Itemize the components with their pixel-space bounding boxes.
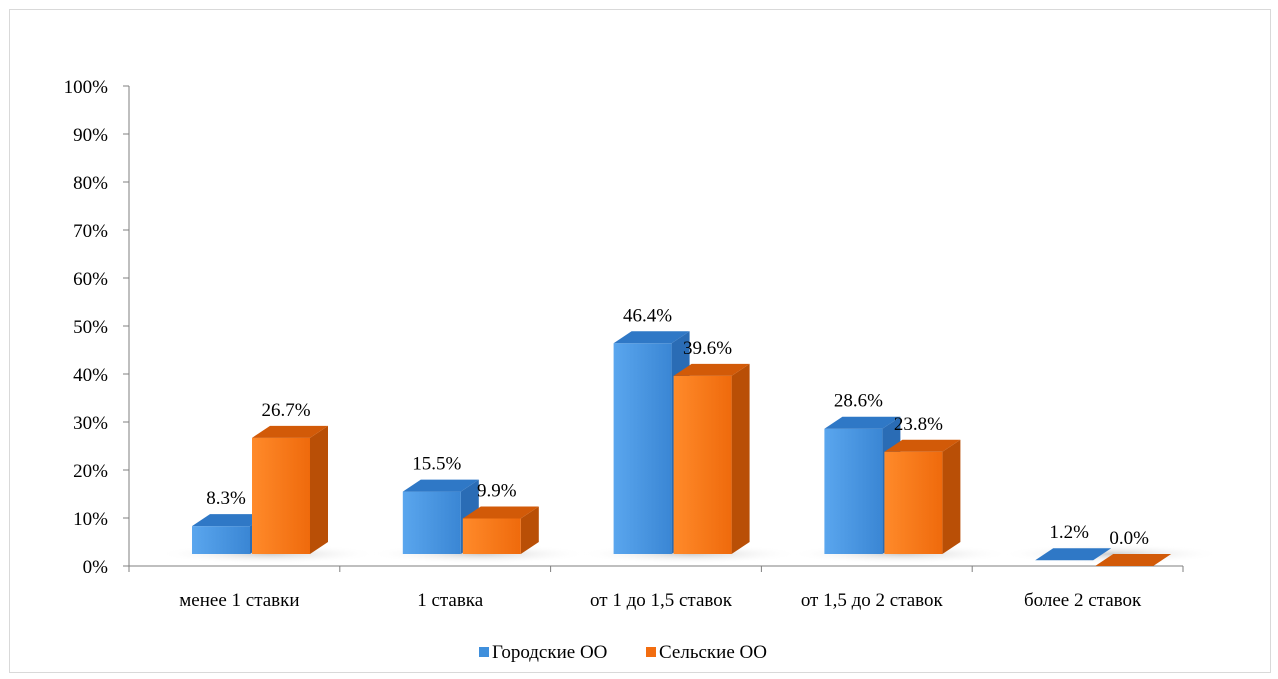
y-tick-label: 20% — [73, 461, 108, 482]
data-label: 23.8% — [894, 414, 943, 435]
legend-swatch — [479, 647, 489, 657]
x-category-label: менее 1 ставки — [179, 590, 299, 611]
bar-urban — [402, 479, 479, 554]
axes: 0% 10% 20% 30% 40% 50% 60% 70% 80% 90% 100% менее 1… — [64, 77, 1184, 611]
x-category-label: от 1 до 1,5 ставок — [590, 590, 733, 611]
bars — [192, 331, 1172, 566]
data-label: 1.2% — [1049, 522, 1089, 543]
legend-item: Городские ОО — [479, 642, 607, 663]
bar-rural — [462, 506, 539, 554]
y-tick-label: 10% — [73, 509, 108, 530]
data-label: 46.4% — [623, 305, 672, 326]
x-category-label: от 1,5 до 2 ставок — [801, 590, 944, 611]
data-label: 8.3% — [206, 488, 246, 509]
y-tick-label: 90% — [73, 125, 108, 146]
bar-urban — [1035, 548, 1112, 561]
data-labels: 8.3% 26.7% 15.5% 9.9% 46.4% 39.6% 28.6% 23.8% 1.… — [206, 305, 1149, 549]
data-label: 39.6% — [683, 338, 732, 359]
bar-rural — [673, 363, 750, 554]
legend-swatch — [646, 647, 656, 657]
legend-item: Сельские ОО — [646, 642, 767, 663]
data-label: 28.6% — [834, 391, 883, 412]
data-label: 15.5% — [412, 454, 461, 475]
y-tick-label: 100% — [64, 77, 109, 98]
y-tick-label: 30% — [73, 413, 108, 434]
data-label: 0.0% — [1109, 528, 1149, 549]
legend-label: Сельские ОО — [659, 642, 767, 663]
y-tick-label: 60% — [73, 269, 108, 290]
y-tick-label: 50% — [73, 317, 108, 338]
y-tick-label: 0% — [83, 557, 109, 578]
bar-rural — [252, 425, 328, 554]
data-label: 26.7% — [261, 400, 310, 421]
legend: Городские ОО Сельские ОО — [479, 642, 767, 663]
data-label: 9.9% — [477, 480, 517, 501]
x-category-label: более 2 ставок — [1024, 590, 1142, 611]
legend-label: Городские ОО — [492, 642, 607, 663]
x-category-label: 1 ставка — [417, 590, 484, 611]
y-tick-label: 70% — [73, 221, 108, 242]
y-tick-label: 40% — [73, 365, 108, 386]
y-tick-label: 80% — [73, 173, 108, 194]
bar-rural — [884, 439, 961, 554]
bar-rural — [1095, 554, 1172, 566]
